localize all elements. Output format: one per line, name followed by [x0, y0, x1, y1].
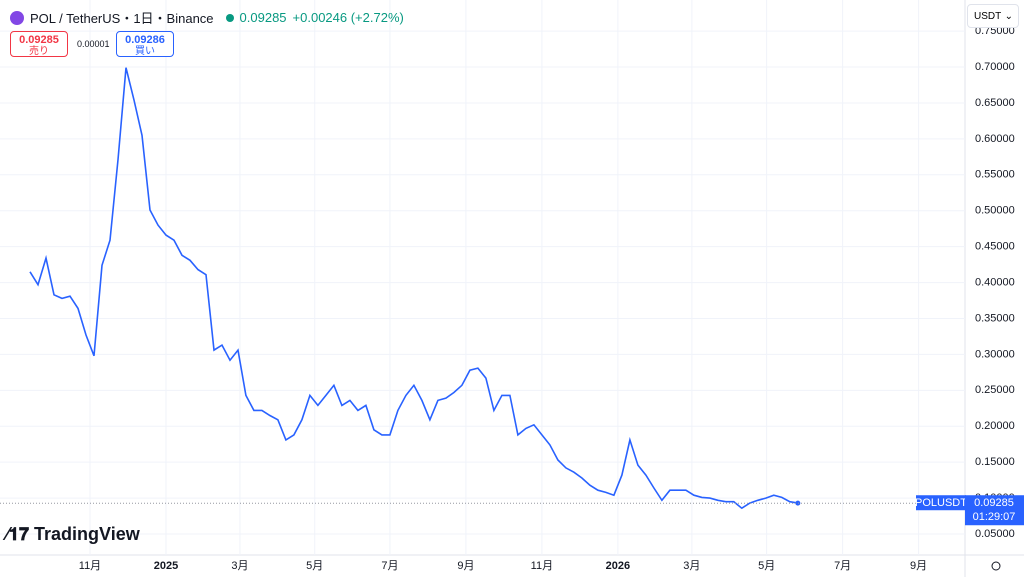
price-tag-label: 0.09285 — [974, 497, 1014, 509]
y-tick-label: 0.70000 — [975, 61, 1015, 73]
y-tick-label: 0.75000 — [975, 25, 1015, 37]
x-tick-label: 11月 — [79, 560, 101, 572]
price-line — [29, 67, 798, 510]
symbol[interactable]: POL / TetherUS・1日・Binance — [30, 11, 214, 26]
settings-icon[interactable] — [991, 561, 1001, 571]
buy-label: 買い — [135, 46, 155, 57]
y-tick-label: 0.40000 — [975, 276, 1015, 288]
y-tick-label: 0.55000 — [975, 169, 1015, 181]
x-tick-label: 2025 — [154, 560, 178, 572]
y-tick-label: 0.45000 — [975, 241, 1015, 253]
symbol-header: POL / TetherUS・1日・Binance 0.09285 +0.002… — [10, 8, 404, 27]
currency: USDT — [974, 11, 1002, 22]
x-tick-label: 9月 — [910, 560, 927, 572]
currency-button[interactable]: USDT ⌄ — [967, 4, 1019, 28]
x-tick-label: 7月 — [381, 560, 398, 572]
x-tick-label: 11月 — [531, 560, 553, 572]
last-point — [795, 500, 801, 506]
y-tick-label: 0.30000 — [975, 348, 1015, 360]
countdown: 01:29:07 — [973, 511, 1016, 523]
y-tick-label: 0.15000 — [975, 456, 1015, 468]
price: 0.09285 — [239, 10, 287, 25]
sell-price: 0.09285 — [19, 34, 59, 46]
change: +0.00246 (+2.72%) — [292, 10, 404, 25]
y-tick-label: 0.65000 — [975, 97, 1015, 109]
buy-button[interactable]: 0.09286 買い — [116, 31, 174, 57]
y-tick-label: 0.20000 — [975, 420, 1015, 432]
sell-label: 売り — [29, 46, 49, 57]
x-tick-label: 9月 — [457, 560, 474, 572]
symbol-tag — [916, 495, 966, 511]
symbol-tag-label: POLUSDT — [915, 497, 967, 509]
x-tick-label: 3月 — [231, 560, 248, 572]
spread: 0.00001 — [77, 39, 110, 49]
x-tick-label: 7月 — [834, 560, 851, 572]
x-tick-label: 5月 — [758, 560, 775, 572]
logo-text: TradingView — [34, 524, 140, 544]
symbol-icon — [10, 10, 24, 25]
buy-price: 0.09286 — [125, 34, 165, 46]
y-tick-label: 0.25000 — [975, 384, 1015, 396]
y-tick-label: 0.60000 — [975, 133, 1015, 145]
y-tick-label: 0.50000 — [975, 205, 1015, 217]
y-tick-label: 0.05000 — [975, 528, 1015, 540]
x-tick-label: 2026 — [606, 560, 630, 572]
logo[interactable]: ⁄𝟏𝟕 TradingView — [6, 524, 140, 544]
x-tick-label: 3月 — [683, 560, 700, 572]
x-tick-label: 5月 — [306, 560, 323, 572]
sell-button[interactable]: 0.09285 売り — [10, 31, 68, 57]
y-tick-label: 0.35000 — [975, 312, 1015, 324]
price-tag — [965, 495, 1024, 526]
market-dot — [225, 13, 234, 22]
